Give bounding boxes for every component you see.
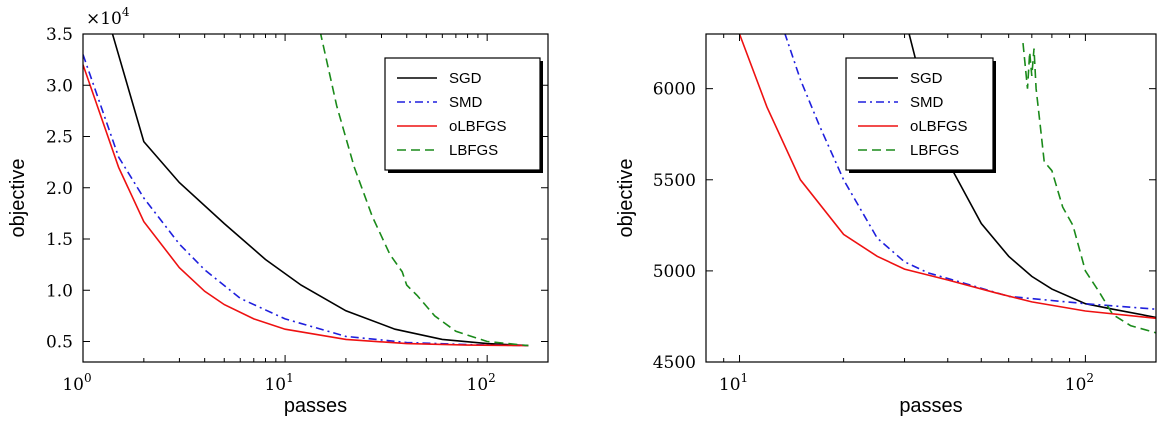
plot-frame [705, 33, 1157, 363]
chart-1: 100 101 102 0.5 1.0 1.5 2.0 2.5 3.0 3.5 passes obje… [7, 5, 549, 417]
x-tick-label: 100 [62, 371, 91, 395]
x-axis-label: passes [899, 395, 962, 417]
y-tick-label: 5500 [653, 171, 696, 191]
series-line-lbfgs [1022, 43, 1156, 334]
legend: SGD SMD oLBFGS LBFGS [845, 57, 996, 173]
legend-label-smd: SMD [910, 94, 944, 111]
legend-label-sgd: SGD [910, 70, 943, 87]
x-tick-label: 102 [1065, 371, 1094, 395]
x-axis-label: passes [284, 395, 347, 417]
y-multiplier-label: ×104 [86, 5, 130, 29]
legend-label-smd: SMD [449, 94, 483, 111]
legend-label-olbfgs: oLBFGS [449, 118, 507, 135]
legend: SGD SMD oLBFGS LBFGS [384, 57, 543, 173]
legend-box [384, 57, 541, 171]
x-tick-label: 101 [264, 371, 293, 395]
y-tick-label: 3.0 [46, 76, 73, 96]
legend-label-olbfgs: oLBFGS [910, 118, 968, 135]
y-tick-label: 4500 [653, 353, 696, 373]
y-tick-label: 3.5 [46, 25, 73, 45]
chart-2: 101 102 4500 5000 5500 6000 passes objective SGD… [615, 33, 1157, 417]
y-tick-label: 1.5 [46, 230, 73, 250]
series-line-smd [784, 34, 1156, 310]
plot-frame [82, 33, 549, 363]
y-tick-label: 2.5 [46, 128, 73, 148]
y-tick-label: 1.0 [46, 281, 73, 301]
legend-label-lbfgs: LBFGS [449, 142, 498, 159]
y-tick-label: 0.5 [46, 333, 73, 353]
series-line-sgd [111, 34, 529, 347]
y-axis-label: objective [7, 159, 29, 238]
series-line-olbfgs [738, 34, 1156, 320]
legend-box [845, 57, 994, 171]
y-tick-label: 5000 [653, 262, 696, 282]
x-tick-label: 101 [719, 371, 748, 395]
y-tick-label: 2.0 [46, 179, 73, 199]
series-line-smd [83, 54, 529, 347]
legend-label-sgd: SGD [449, 70, 482, 87]
series-line-olbfgs [83, 64, 529, 347]
y-axis-label: objective [615, 159, 637, 238]
y-tick-label: 6000 [653, 80, 696, 100]
x-tick-label: 102 [467, 371, 496, 395]
series-line-lbfgs [319, 34, 529, 347]
legend-label-lbfgs: LBFGS [910, 142, 959, 159]
